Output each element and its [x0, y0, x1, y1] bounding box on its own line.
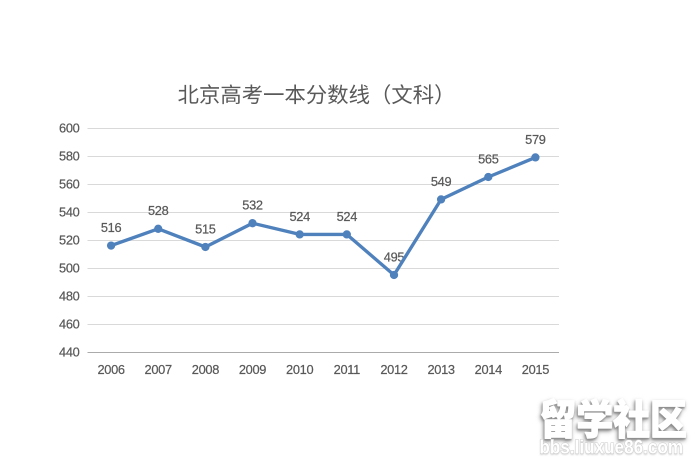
svg-text:549: 549 — [431, 174, 452, 189]
svg-text:2015: 2015 — [522, 362, 549, 377]
svg-text:2010: 2010 — [286, 362, 313, 377]
svg-text:560: 560 — [59, 177, 80, 192]
svg-text:bbs.liuxue86.com: bbs.liuxue86.com — [539, 438, 683, 458]
svg-text:500: 500 — [59, 261, 80, 276]
svg-text:2014: 2014 — [475, 362, 502, 377]
svg-text:440: 440 — [59, 345, 80, 360]
svg-text:460: 460 — [59, 317, 80, 332]
svg-text:579: 579 — [525, 132, 546, 147]
svg-text:524: 524 — [337, 209, 358, 224]
svg-text:480: 480 — [59, 289, 80, 304]
svg-text:2013: 2013 — [427, 362, 454, 377]
svg-text:2007: 2007 — [145, 362, 172, 377]
svg-text:2006: 2006 — [97, 362, 124, 377]
svg-text:565: 565 — [478, 151, 499, 166]
svg-text:520: 520 — [59, 233, 80, 248]
svg-text:2012: 2012 — [380, 362, 407, 377]
svg-text:600: 600 — [59, 121, 80, 136]
svg-text:2011: 2011 — [334, 362, 361, 377]
svg-text:540: 540 — [59, 205, 80, 220]
svg-text:495: 495 — [384, 249, 405, 264]
svg-text:528: 528 — [148, 203, 169, 218]
svg-text:532: 532 — [242, 198, 263, 213]
svg-text:524: 524 — [289, 209, 310, 224]
svg-text:2009: 2009 — [239, 362, 266, 377]
svg-text:515: 515 — [195, 221, 216, 236]
svg-text:516: 516 — [101, 220, 122, 235]
svg-text:2008: 2008 — [192, 362, 219, 377]
svg-text:580: 580 — [59, 149, 80, 164]
